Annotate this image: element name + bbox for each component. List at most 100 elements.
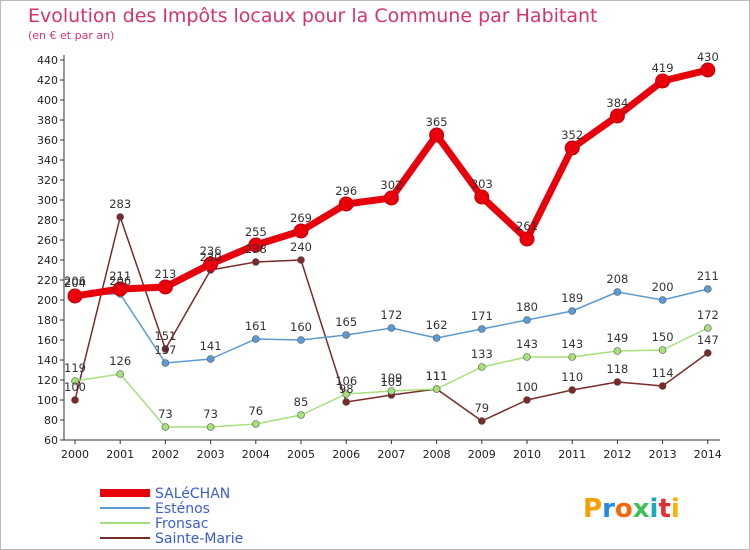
series-2-point: [658, 346, 667, 354]
data-label: 106: [335, 374, 357, 388]
data-label: 261: [516, 219, 538, 233]
series-1-point: [658, 296, 667, 304]
series-0-point: [609, 108, 625, 124]
data-label: 303: [471, 177, 493, 191]
series-3-point: [161, 345, 170, 353]
series-3-point: [252, 258, 260, 266]
data-label: 150: [652, 330, 674, 344]
series-2-point: [342, 390, 351, 398]
series-0-point: [293, 223, 309, 239]
x-tick-label: 2004: [242, 448, 270, 461]
series-2-point: [523, 353, 531, 361]
chart-title: Evolution des Impôts locaux pour la Comm…: [28, 5, 598, 27]
series-2-point: [568, 353, 577, 361]
series-2-point: [116, 370, 124, 378]
series-0-point: [564, 140, 580, 156]
x-tick-label: 2011: [558, 448, 586, 461]
series-3-point: [116, 213, 124, 221]
series-0-point: [67, 288, 83, 304]
brand-letter: x: [633, 494, 650, 524]
proxiti-logo: Proxiti: [583, 494, 680, 524]
data-label: 255: [245, 225, 267, 239]
series-2-point: [703, 324, 712, 332]
data-label: 189: [561, 291, 583, 305]
y-tick-label: 160: [37, 334, 58, 347]
data-label: 211: [109, 269, 131, 283]
legend-entry-3: Sainte-Marie: [155, 531, 243, 547]
data-label: 143: [561, 337, 583, 351]
series-0-point: [338, 196, 354, 212]
data-label: 111: [426, 369, 448, 383]
data-label: 118: [606, 362, 628, 376]
series-1-point: [252, 335, 260, 343]
series-1-point: [703, 285, 712, 293]
data-label: 79: [474, 401, 489, 415]
data-label: 419: [652, 61, 674, 75]
data-label: 110: [561, 370, 583, 384]
series-2-point: [71, 377, 79, 385]
data-label: 180: [516, 300, 538, 314]
series-1-point: [432, 334, 441, 342]
data-label: 208: [606, 272, 628, 286]
data-label: 109: [380, 371, 402, 385]
series-0-point: [655, 73, 671, 89]
y-tick-label: 440: [37, 54, 58, 67]
x-tick-label: 2001: [106, 448, 134, 461]
brand-letter: r: [602, 494, 615, 524]
series-2-point: [432, 385, 441, 393]
y-tick-label: 140: [37, 354, 58, 367]
y-tick-label: 180: [37, 314, 58, 327]
plot-area: 60 80 100 120 140 160 180 200 220 240 260 280 300 320…: [37, 50, 722, 461]
series-2-point: [387, 387, 396, 395]
y-tick-label: 220: [37, 274, 58, 287]
x-tick-label: 2003: [197, 448, 225, 461]
data-label: 147: [697, 333, 719, 347]
data-label: 283: [109, 197, 131, 211]
series-2-point: [252, 420, 260, 428]
series-0-point: [157, 279, 173, 295]
x-tick-label: 2013: [649, 448, 677, 461]
x-tick-label: 2006: [332, 448, 360, 461]
legend-entry-0: SALéCHAN: [155, 486, 230, 502]
series-1-point: [613, 288, 622, 296]
data-label: 141: [200, 339, 222, 353]
data-label: 165: [335, 315, 357, 329]
data-label: 151: [154, 329, 176, 343]
x-tick-label: 2007: [377, 448, 405, 461]
series-3-point: [568, 386, 577, 394]
series-1-point: [568, 307, 577, 315]
data-label: 296: [335, 184, 357, 198]
data-label: 161: [245, 319, 267, 333]
y-tick-label: 340: [37, 154, 58, 167]
series-2-point: [477, 363, 486, 371]
brand-letter: i: [650, 494, 659, 524]
series-0-point: [429, 127, 445, 143]
y-tick-label: 80: [44, 414, 58, 427]
y-tick-label: 120: [37, 374, 58, 387]
data-label: 384: [606, 96, 628, 110]
data-label: 171: [471, 309, 493, 323]
series-2-point: [206, 423, 215, 431]
data-label: 230: [200, 250, 222, 264]
data-label: 111: [426, 369, 448, 383]
series-1-point: [477, 325, 486, 333]
series-1-point: [206, 355, 215, 363]
x-tick-label: 2002: [151, 448, 179, 461]
data-label: 73: [158, 407, 173, 421]
data-label: 100: [64, 380, 86, 394]
y-tick-label: 380: [37, 114, 58, 127]
data-label: 105: [380, 375, 402, 389]
data-label: 126: [109, 354, 131, 368]
data-label: 149: [606, 331, 628, 345]
series-3-point: [342, 398, 351, 406]
legend-entry-1: Esténos: [155, 501, 210, 517]
data-label: 302: [380, 178, 402, 192]
data-label: 365: [426, 115, 448, 129]
series-0-point: [700, 62, 716, 78]
proxiti-wordmark: Proxiti: [583, 494, 680, 524]
brand-letter: P: [583, 494, 602, 524]
series-1-point: [387, 324, 396, 332]
x-tick-label: 2010: [513, 448, 541, 461]
